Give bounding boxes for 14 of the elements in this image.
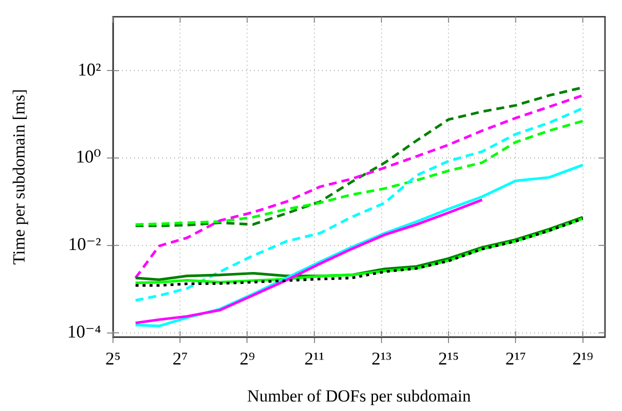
y-tick-label: 10⁻⁴ (67, 322, 101, 342)
x-tick-label: 2¹³ (372, 348, 392, 369)
y-tick-label: 10⁰ (76, 146, 101, 167)
x-tick-label: 2¹¹ (304, 348, 324, 369)
y-axis-title: Time per subdomain [ms] (10, 89, 29, 265)
x-tick-label: 2⁹ (240, 348, 255, 369)
x-tick-label: 2⁷ (172, 348, 188, 369)
x-tick-label: 2¹⁷ (505, 348, 526, 369)
x-tick-label: 2¹⁵ (438, 348, 459, 369)
x-tick-label: 2¹⁹ (572, 348, 594, 369)
x-axis-title: Number of DOFs per subdomain (247, 386, 472, 406)
y-tick-label: 10⁻² (68, 234, 101, 254)
y-tick-label: 10² (78, 59, 101, 80)
x-tick-label: 2⁵ (105, 348, 121, 369)
